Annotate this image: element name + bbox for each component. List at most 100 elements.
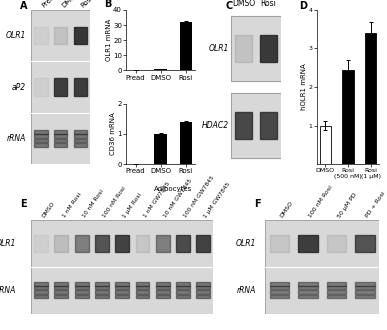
Bar xyxy=(327,282,346,286)
Bar xyxy=(95,286,109,289)
Bar xyxy=(54,139,67,142)
Bar xyxy=(176,235,190,252)
Bar xyxy=(54,78,67,96)
Bar xyxy=(270,235,289,252)
Bar xyxy=(34,282,48,286)
Text: rRNA: rRNA xyxy=(7,134,26,143)
Bar xyxy=(115,235,129,252)
Text: Adipocytes: Adipocytes xyxy=(154,186,192,192)
Text: DMSO: DMSO xyxy=(41,201,56,219)
Bar xyxy=(55,282,68,286)
Bar xyxy=(75,290,89,294)
Bar xyxy=(298,235,318,252)
Bar xyxy=(135,282,149,286)
Bar xyxy=(54,143,67,147)
Text: DMSO: DMSO xyxy=(232,0,255,8)
Bar xyxy=(54,27,67,45)
Bar xyxy=(342,70,354,164)
Bar xyxy=(320,126,331,164)
Bar xyxy=(196,290,210,294)
Bar xyxy=(55,295,68,298)
Y-axis label: CD36 mRNA: CD36 mRNA xyxy=(110,113,116,155)
Text: PD + Rosi: PD + Rosi xyxy=(365,191,387,219)
Text: F: F xyxy=(254,199,260,210)
Text: 10 nM Rosi: 10 nM Rosi xyxy=(82,189,104,219)
Bar xyxy=(135,295,149,298)
Bar xyxy=(34,130,48,134)
Bar xyxy=(74,130,87,134)
Bar xyxy=(298,290,318,294)
Bar xyxy=(156,290,170,294)
Bar xyxy=(260,35,277,62)
Bar xyxy=(34,134,48,138)
Text: E: E xyxy=(20,199,27,210)
Bar xyxy=(235,35,252,62)
Bar xyxy=(231,93,281,158)
Bar xyxy=(180,22,192,70)
Bar xyxy=(34,290,48,294)
Bar xyxy=(270,286,289,289)
Bar xyxy=(34,143,48,147)
Text: 100 nM GW7845: 100 nM GW7845 xyxy=(183,175,216,219)
Text: aP2: aP2 xyxy=(12,82,26,91)
Bar xyxy=(74,143,87,147)
Bar xyxy=(156,235,170,252)
FancyBboxPatch shape xyxy=(265,220,379,314)
Bar xyxy=(231,16,281,81)
Text: rRNA: rRNA xyxy=(237,286,256,295)
Text: OLR1: OLR1 xyxy=(6,31,26,40)
Bar xyxy=(176,286,190,289)
FancyBboxPatch shape xyxy=(31,10,90,164)
Bar xyxy=(55,286,68,289)
Bar xyxy=(95,295,109,298)
Bar xyxy=(231,16,281,81)
Y-axis label: hOLR1 mRNA: hOLR1 mRNA xyxy=(301,64,307,111)
Bar xyxy=(75,235,89,252)
Text: 100 nM Rosi: 100 nM Rosi xyxy=(102,186,127,219)
Bar xyxy=(115,295,129,298)
Text: 1 nM GW7845: 1 nM GW7845 xyxy=(142,182,171,219)
Bar xyxy=(135,290,149,294)
Bar xyxy=(327,235,346,252)
Text: Rosi: Rosi xyxy=(80,0,95,8)
Bar xyxy=(156,295,170,298)
Text: OLR1: OLR1 xyxy=(0,239,16,248)
Bar xyxy=(75,282,89,286)
Bar xyxy=(196,295,210,298)
Bar xyxy=(34,27,48,45)
Text: DMSO: DMSO xyxy=(279,201,295,219)
Bar xyxy=(154,69,167,70)
Text: rRNA: rRNA xyxy=(0,286,16,295)
Bar xyxy=(75,286,89,289)
Text: 50 μM PD: 50 μM PD xyxy=(337,192,358,219)
Bar xyxy=(298,286,318,289)
Bar xyxy=(55,235,68,252)
Text: B: B xyxy=(104,0,111,9)
Bar xyxy=(235,112,252,139)
Bar xyxy=(115,290,129,294)
Bar xyxy=(196,235,210,252)
Bar xyxy=(34,295,48,298)
Bar xyxy=(355,286,375,289)
Bar xyxy=(355,235,375,252)
Text: DMSO: DMSO xyxy=(61,0,80,8)
Bar xyxy=(34,286,48,289)
Text: OLR1: OLR1 xyxy=(209,44,229,53)
Bar xyxy=(270,295,289,298)
Bar xyxy=(196,282,210,286)
Bar xyxy=(74,139,87,142)
Bar xyxy=(74,134,87,138)
Text: Pread: Pread xyxy=(41,0,59,8)
Text: 1 μM GW7845: 1 μM GW7845 xyxy=(203,182,232,219)
Bar xyxy=(135,286,149,289)
Text: 1 μM Rosi: 1 μM Rosi xyxy=(122,192,143,219)
Text: OLR1: OLR1 xyxy=(236,239,256,248)
Bar xyxy=(95,290,109,294)
Bar xyxy=(355,282,375,286)
Text: 100 nM Rosi: 100 nM Rosi xyxy=(308,185,334,219)
Bar xyxy=(156,282,170,286)
Text: Rosi: Rosi xyxy=(260,0,276,8)
Text: C: C xyxy=(226,1,233,11)
Bar xyxy=(54,130,67,134)
Bar xyxy=(176,290,190,294)
